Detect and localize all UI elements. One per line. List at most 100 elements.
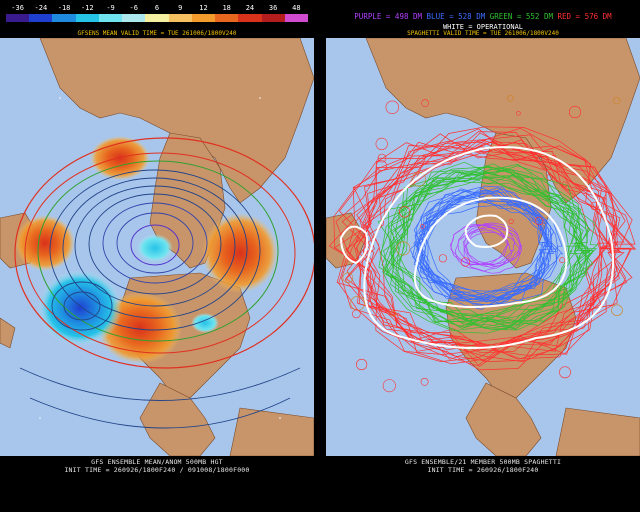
colorbar-swatch (261, 14, 285, 22)
spaghetti-small-contour (351, 309, 361, 319)
left-header: -36 -24 -18 -12 -9 -6 6 9 12 18 24 36 48 GFSENS MEAN… (0, 0, 314, 38)
spaghetti-member-line (361, 126, 618, 347)
spaghetti-small-contour (385, 100, 400, 115)
colorbar-swatch (29, 14, 53, 22)
spaghetti-small-contour (460, 257, 470, 267)
left-valid-time-label: GFSENS MEAN VALID TIME = TUE 261006/1800… (77, 30, 237, 37)
spaghetti-member-line (385, 177, 582, 329)
spaghetti-member-line (463, 231, 521, 274)
scale-tick-label: -12 (80, 4, 94, 12)
spaghetti-member-line (383, 175, 594, 330)
spaghetti-small-contour (382, 379, 396, 393)
spaghetti-member-line (362, 134, 626, 355)
legend-blue: BLUE = 528 DM (426, 12, 486, 21)
spaghetti-member-line (347, 152, 633, 356)
spaghetti-member-line (413, 186, 550, 298)
spaghetti-panel: PURPLE = 498 DM BLUE = 528 DM GREEN = 55… (326, 0, 640, 512)
left-footer-init-time: INIT TIME = 260926/1800F240 / 091008/180… (64, 466, 250, 474)
scale-tick-label: 48 (292, 4, 301, 12)
spaghetti-member-line (395, 168, 598, 328)
spaghetti-member-line (345, 139, 632, 363)
spaghetti-member-line (364, 141, 633, 352)
spaghetti-small-contour (421, 99, 429, 107)
spaghetti-map (326, 38, 640, 456)
spaghetti-small-contour (534, 216, 544, 226)
spaghetti-member-line (465, 224, 523, 267)
positive-anomaly-west (15, 215, 75, 271)
spaghetti-member-line (378, 167, 586, 315)
spaghetti-small-contour (590, 201, 599, 211)
spaghetti-member-line (328, 131, 617, 366)
spaghetti-small-contour (390, 310, 397, 317)
spaghetti-member-line (363, 137, 628, 365)
colorbar-swatch (6, 14, 30, 22)
spaghetti-member-line (380, 177, 587, 326)
right-footer: GFS ENSEMBLE/21 MEMBER 500MB SPAGHETTI I… (326, 456, 640, 512)
left-footer-title: GFS ENSEMBLE MEAN/ANOM 500MB HGT (91, 458, 223, 466)
spaghetti-small-contour (508, 218, 514, 224)
spaghetti-member-line (454, 229, 513, 272)
spaghetti-small-contour (411, 172, 427, 187)
spaghetti-small-contour (613, 97, 621, 105)
spaghetti-member-line (390, 163, 599, 321)
colorbar-swatch (75, 14, 99, 22)
scale-tick-label: 12 (199, 4, 208, 12)
spaghetti-small-contour (399, 206, 411, 218)
spaghetti-small-contour (561, 181, 568, 188)
panel-divider (314, 0, 326, 512)
right-valid-time-label: SPAGHETTI VALID TIME = TUE 261006/1800V2… (407, 30, 559, 37)
spaghetti-member-line (450, 224, 509, 266)
colorbar-swatch (191, 14, 216, 22)
spaghetti-member-line (416, 194, 555, 302)
colorbar-swatch (284, 14, 309, 22)
scale-tick-label: -6 (129, 4, 138, 12)
spaghetti-small-contour (568, 105, 582, 119)
spaghetti-small-contour (438, 254, 447, 263)
colorbar-swatch (52, 14, 76, 22)
spaghetti-member-line (390, 161, 594, 320)
spaghetti-member-line (383, 172, 586, 328)
colorbar-swatch (145, 14, 169, 22)
mean-anomaly-map (0, 38, 314, 456)
right-footer-title: GFS ENSEMBLE/21 MEMBER 500MB SPAGHETTI (404, 458, 562, 466)
negative-anomaly-polar (137, 234, 173, 262)
spaghetti-member-line (409, 195, 551, 302)
spaghetti-small-contour (559, 366, 571, 379)
grid-dots (39, 97, 281, 419)
legend-purple: PURPLE = 498 DM (354, 12, 423, 21)
spaghetti-small-contour (546, 174, 553, 181)
spaghetti-member-line (336, 141, 622, 354)
negative-anomaly-pacific (38, 270, 122, 346)
spaghetti-small-contour (375, 137, 388, 150)
spaghetti-member-line (382, 170, 576, 332)
spaghetti-small-contour (396, 241, 411, 256)
colorbar-swatch (215, 14, 239, 22)
scale-tick-label: -18 (57, 4, 71, 12)
scale-tick-label: 6 (154, 4, 160, 12)
spaghetti-small-contour (420, 377, 429, 386)
spaghetti-small-contour (420, 224, 425, 229)
spaghetti-small-contour (507, 95, 514, 102)
spaghetti-legend: PURPLE = 498 DM BLUE = 528 DM GREEN = 55… (326, 12, 640, 21)
scale-tick-label: 24 (245, 4, 255, 12)
spaghetti-small-contour (611, 304, 623, 316)
spaghetti-small-contour (516, 110, 521, 116)
scale-tick-label: 9 (178, 4, 183, 12)
height-contours (14, 137, 314, 429)
spaghetti-small-contour (355, 358, 368, 371)
scale-tick-label: 18 (222, 4, 231, 12)
anomaly-scale-labels: -36 -24 -18 -12 -9 -6 6 9 12 18 24 36 48 (6, 4, 308, 14)
legend-white: WHITE = OPERATIONAL (442, 23, 524, 31)
spaghetti-member-line (389, 172, 590, 334)
spaghetti-small-contour (376, 160, 387, 171)
scale-tick-label: 36 (268, 4, 278, 12)
right-header: PURPLE = 498 DM BLUE = 528 DM GREEN = 55… (326, 0, 640, 38)
negative-anomaly-small (191, 313, 219, 333)
operational-contours (339, 146, 615, 349)
legend-red: RED = 576 DM (557, 12, 612, 21)
positive-anomaly-north (90, 136, 150, 180)
spaghetti-contours (328, 95, 637, 393)
colorbar-swatch (168, 14, 192, 22)
left-footer: GFS ENSEMBLE MEAN/ANOM 500MB HGT INIT TI… (0, 456, 314, 512)
colorbar-swatch (122, 14, 146, 22)
